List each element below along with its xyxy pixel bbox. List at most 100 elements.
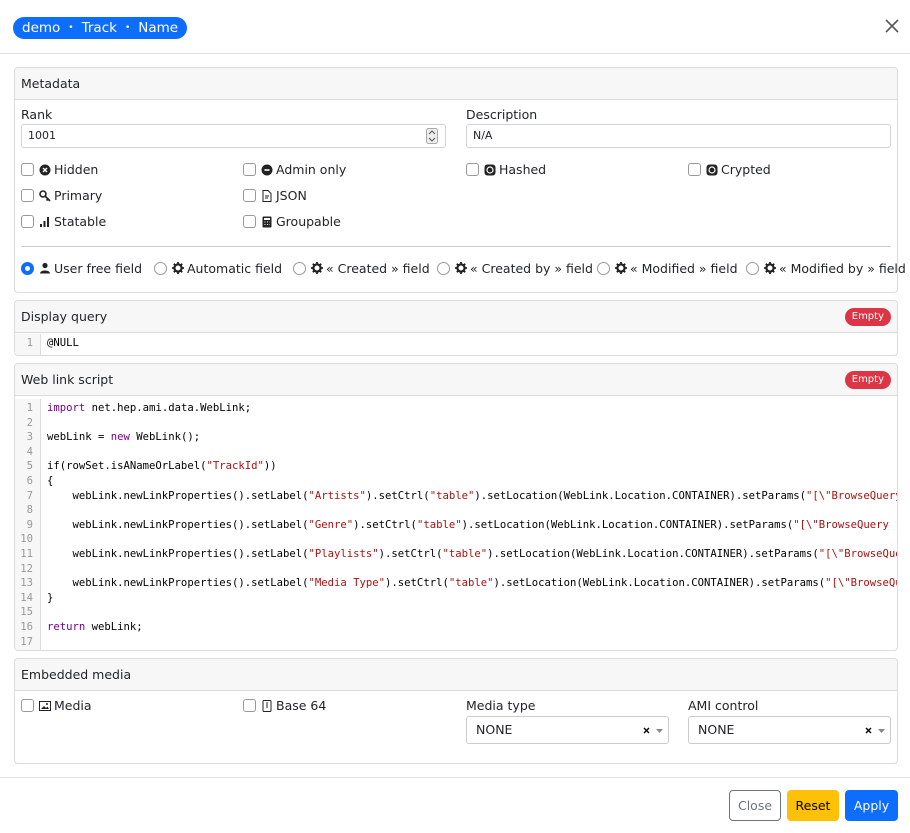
icon bbox=[615, 262, 627, 274]
icon bbox=[39, 164, 51, 176]
radio[interactable] bbox=[437, 262, 450, 275]
code-token: ).setCtrl( bbox=[366, 490, 430, 502]
field-label: Rank bbox=[21, 107, 52, 122]
checkbox-label: Primary bbox=[54, 188, 102, 203]
breadcrumb-item[interactable]: demo bbox=[22, 17, 60, 39]
checkbox-label: Admin only bbox=[276, 162, 346, 177]
checkbox[interactable] bbox=[21, 189, 34, 202]
radio[interactable] bbox=[746, 262, 759, 275]
code-line: { bbox=[47, 475, 53, 487]
checkbox[interactable] bbox=[21, 215, 34, 228]
checkbox[interactable] bbox=[243, 699, 256, 712]
checkbox[interactable] bbox=[21, 699, 34, 712]
icon bbox=[39, 216, 51, 228]
icon bbox=[261, 700, 273, 712]
radio-label: Automatic field bbox=[187, 261, 282, 276]
code-line: webLink.newLinkProperties().setLabel("Ar… bbox=[47, 490, 898, 502]
checkbox[interactable] bbox=[21, 163, 34, 176]
code-token: ).setLocation(WebLink.Location.CONTAINER… bbox=[493, 577, 825, 589]
icon bbox=[706, 164, 718, 176]
icon bbox=[311, 262, 323, 274]
code-token: "Artists" bbox=[309, 490, 366, 502]
caret bbox=[656, 729, 663, 734]
radio-label: « Modified by » field bbox=[779, 261, 906, 276]
icon bbox=[455, 262, 467, 274]
line-number: 16 bbox=[15, 621, 33, 633]
code-token: "[\"BrowseQuery -cat bbox=[793, 519, 898, 531]
code-line: @NULL bbox=[47, 337, 79, 349]
card: Web link scriptEmpty 1 import net.hep.ami.… bbox=[14, 363, 898, 651]
code-token: "[\"BrowseQuery -c bbox=[806, 490, 898, 502]
line-number: 1 bbox=[15, 337, 33, 349]
card-header: Embedded media bbox=[15, 659, 897, 691]
icon bbox=[484, 164, 496, 176]
header-divider bbox=[0, 53, 910, 54]
checkbox-label: JSON bbox=[276, 188, 307, 203]
breadcrumb-separator: • bbox=[68, 17, 73, 39]
icon bbox=[39, 262, 51, 274]
code-token: )) bbox=[264, 460, 277, 472]
line-number: 13 bbox=[15, 577, 33, 589]
icon bbox=[764, 262, 776, 274]
badge: Empty bbox=[845, 371, 891, 389]
breadcrumb-item[interactable]: Name bbox=[138, 17, 178, 39]
code-token: "table" bbox=[449, 577, 494, 589]
line-number: 2 bbox=[15, 417, 33, 429]
button[interactable]: Reset bbox=[787, 790, 839, 821]
line-number: 3 bbox=[15, 431, 33, 443]
close-icon[interactable] bbox=[885, 19, 899, 33]
radio[interactable] bbox=[154, 262, 167, 275]
checkbox-label: Hidden bbox=[54, 162, 98, 177]
line-number: 14 bbox=[15, 592, 33, 604]
line-number: 10 bbox=[15, 533, 33, 545]
input-value: 1001 bbox=[28, 129, 56, 142]
radio[interactable] bbox=[293, 262, 306, 275]
checkbox[interactable] bbox=[243, 163, 256, 176]
line-number: 12 bbox=[15, 563, 33, 575]
field-label: Description bbox=[466, 107, 537, 122]
button[interactable]: Close bbox=[729, 790, 781, 821]
card-title: Display query bbox=[21, 309, 107, 324]
icon bbox=[261, 190, 273, 202]
checkbox[interactable] bbox=[688, 163, 701, 176]
icon bbox=[39, 190, 51, 202]
field-label: Media type bbox=[466, 698, 535, 713]
line-number: 5 bbox=[15, 460, 33, 472]
line-number: 11 bbox=[15, 548, 33, 560]
text-input[interactable]: N/A bbox=[466, 124, 891, 148]
radio[interactable] bbox=[21, 262, 34, 275]
code-token: webLink = bbox=[47, 431, 111, 443]
code-token: "Playlists" bbox=[309, 548, 379, 560]
code-token: webLink.newLinkProperties().setLabel( bbox=[47, 548, 309, 560]
breadcrumb-item[interactable]: Track bbox=[82, 17, 117, 39]
footer-divider bbox=[0, 777, 910, 778]
code-token: ).setLocation(WebLink.Location.CONTAINER… bbox=[462, 519, 794, 531]
radio[interactable] bbox=[597, 262, 610, 275]
checkbox[interactable] bbox=[243, 189, 256, 202]
radio-label: User free field bbox=[54, 261, 142, 276]
code-line: webLink.newLinkProperties().setLabel("Ge… bbox=[47, 519, 898, 531]
card: Metadata bbox=[14, 67, 898, 293]
line-number: 17 bbox=[15, 636, 33, 648]
field-label: AMI control bbox=[688, 698, 758, 713]
input-value: N/A bbox=[473, 129, 492, 142]
button[interactable]: Apply bbox=[845, 790, 898, 821]
checkbox[interactable] bbox=[466, 163, 479, 176]
card-title: Embedded media bbox=[21, 667, 131, 682]
number-input[interactable]: 1001 bbox=[21, 124, 446, 148]
select[interactable]: NONE bbox=[688, 716, 891, 744]
checkbox[interactable] bbox=[243, 215, 256, 228]
code-token: "Genre" bbox=[309, 519, 354, 531]
select[interactable]: NONE bbox=[466, 716, 669, 744]
icon bbox=[261, 164, 273, 176]
code-token: import bbox=[47, 402, 85, 414]
checkbox-label: Crypted bbox=[721, 162, 771, 177]
card-title: Metadata bbox=[21, 76, 80, 91]
card-header: Web link scriptEmpty bbox=[15, 364, 897, 396]
line-number: 1 bbox=[15, 402, 33, 414]
code-token: ).setLocation(WebLink.Location.CONTAINER… bbox=[487, 548, 819, 560]
clear-icon bbox=[865, 727, 872, 734]
code-line: import net.hep.ami.data.WebLink; bbox=[47, 402, 251, 414]
icon bbox=[39, 700, 51, 712]
